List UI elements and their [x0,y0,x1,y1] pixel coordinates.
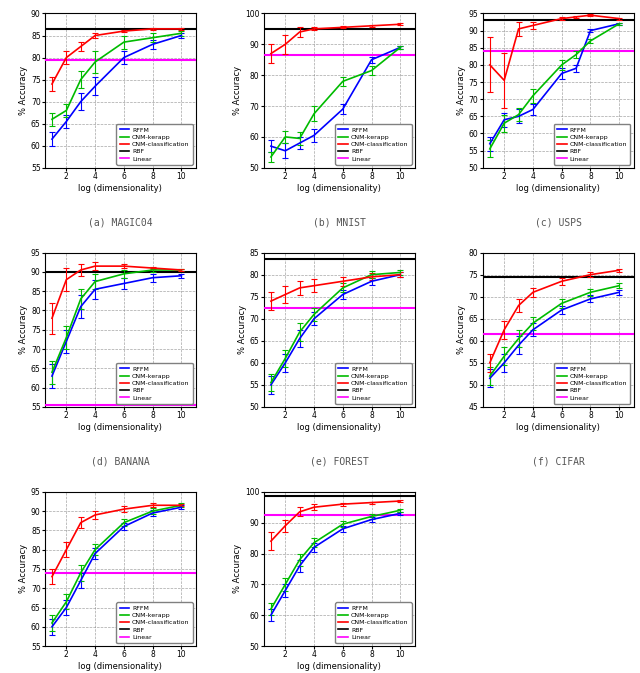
X-axis label: log (dimensionality): log (dimensionality) [297,662,381,671]
Y-axis label: % Accuracy: % Accuracy [457,306,466,354]
Legend: RFFM, CNM-kerapp, CNM-classification, RBF, Linear: RFFM, CNM-kerapp, CNM-classification, RB… [554,124,630,165]
Text: (b) MNIST: (b) MNIST [313,217,365,227]
Y-axis label: % Accuracy: % Accuracy [19,66,28,115]
Text: (d) BANANA: (d) BANANA [91,456,150,466]
Legend: RFFM, CNM-kerapp, CNM-classification, RBF, Linear: RFFM, CNM-kerapp, CNM-classification, RB… [335,602,412,643]
Text: (a) MAGIC04: (a) MAGIC04 [88,217,152,227]
X-axis label: log (dimensionality): log (dimensionality) [78,423,162,432]
Y-axis label: % Accuracy: % Accuracy [238,306,247,354]
Text: (c) USPS: (c) USPS [534,217,582,227]
Y-axis label: % Accuracy: % Accuracy [233,544,243,594]
Y-axis label: % Accuracy: % Accuracy [233,66,243,115]
Y-axis label: % Accuracy: % Accuracy [19,544,28,594]
X-axis label: log (dimensionality): log (dimensionality) [516,184,600,192]
Legend: RFFM, CNM-kerapp, CNM-classification, RBF, Linear: RFFM, CNM-kerapp, CNM-classification, RB… [116,602,193,643]
Legend: RFFM, CNM-kerapp, CNM-classification, RBF, Linear: RFFM, CNM-kerapp, CNM-classification, RB… [335,363,412,404]
Legend: RFFM, CNM-kerapp, CNM-classification, RBF, Linear: RFFM, CNM-kerapp, CNM-classification, RB… [116,363,193,404]
Text: (f) CIFAR: (f) CIFAR [532,456,584,466]
Y-axis label: % Accuracy: % Accuracy [457,66,466,115]
Legend: RFFM, CNM-kerapp, CNM-classification, RBF, Linear: RFFM, CNM-kerapp, CNM-classification, RB… [554,363,630,404]
X-axis label: log (dimensionality): log (dimensionality) [297,423,381,432]
X-axis label: log (dimensionality): log (dimensionality) [516,423,600,432]
Legend: RFFM, CNM-kerapp, CNM-classification, RBF, Linear: RFFM, CNM-kerapp, CNM-classification, RB… [116,124,193,165]
Text: (e) FOREST: (e) FOREST [310,456,369,466]
X-axis label: log (dimensionality): log (dimensionality) [78,662,162,671]
X-axis label: log (dimensionality): log (dimensionality) [78,184,162,192]
X-axis label: log (dimensionality): log (dimensionality) [297,184,381,192]
Y-axis label: % Accuracy: % Accuracy [19,306,28,354]
Legend: RFFM, CNM-kerapp, CNM-classification, RBF, Linear: RFFM, CNM-kerapp, CNM-classification, RB… [335,124,412,165]
